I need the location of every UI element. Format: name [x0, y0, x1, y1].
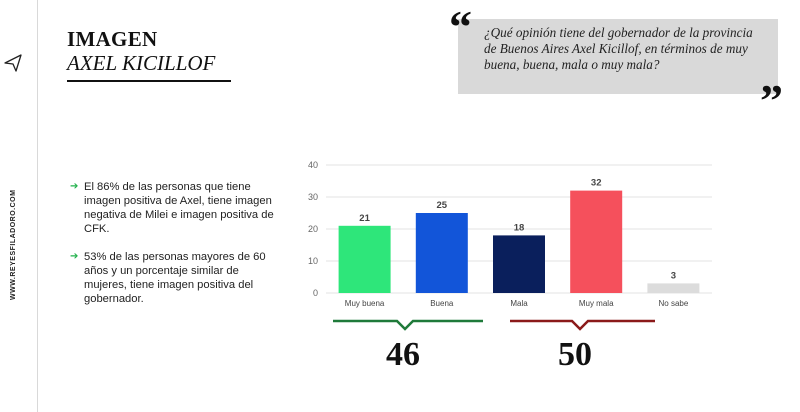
negative-total: 50: [558, 336, 592, 373]
x-tick-label: Muy mala: [579, 299, 614, 308]
positive-total: 46: [386, 336, 420, 373]
arrow-right-icon: ➔: [70, 181, 79, 192]
arrow-right-icon: ➔: [70, 251, 79, 262]
bullet-text: 53% de las personas mayores de 60 años y…: [84, 251, 266, 305]
x-tick-label: Mala: [510, 299, 528, 308]
bullet-list: ➔ El 86% de las personas que tiene image…: [70, 180, 275, 320]
bullet-text: El 86% de las personas que tiene imagen …: [84, 181, 274, 235]
data-label: 25: [437, 200, 448, 211]
y-tick-label: 30: [308, 192, 318, 202]
y-tick-label: 20: [308, 224, 318, 234]
x-tick-label: Muy buena: [345, 299, 385, 308]
data-label: 3: [671, 270, 676, 281]
data-label: 32: [591, 178, 602, 189]
bullet-item: ➔ 53% de las personas mayores de 60 años…: [70, 250, 275, 306]
bar: [647, 283, 700, 293]
bar: [338, 225, 391, 293]
positive-bracket: [333, 319, 483, 331]
sidebar-divider: [37, 0, 38, 412]
y-tick-label: 0: [313, 288, 318, 298]
bar: [415, 213, 468, 293]
send-arrow-icon[interactable]: [2, 52, 24, 74]
bar: [570, 190, 623, 293]
title-underline: [67, 80, 231, 82]
question-box: [458, 19, 778, 94]
page-subtitle: AXEL KICILLOF: [67, 51, 216, 75]
page-title: IMAGEN: [67, 27, 158, 51]
x-tick-label: No sabe: [659, 299, 689, 308]
negative-bracket: [510, 319, 655, 331]
bar-chart: 0 10 20 30 40 21 Muy buena 25 Buena 18 Mala 32 Muy m…: [308, 160, 712, 308]
x-tick-label: Buena: [430, 299, 454, 308]
data-label: 21: [359, 213, 370, 224]
data-label: 18: [514, 222, 525, 233]
close-quote-icon: ”: [760, 75, 783, 126]
bullet-item: ➔ El 86% de las personas que tiene image…: [70, 180, 275, 236]
question-text: ¿Qué opinión tiene del gobernador de la …: [484, 25, 753, 72]
y-tick-label: 40: [308, 160, 318, 170]
open-quote-icon: “: [449, 1, 472, 52]
site-url: WWW.REYESFILADORO.COM: [10, 189, 17, 300]
bar: [493, 235, 545, 293]
y-tick-label: 10: [308, 256, 318, 266]
